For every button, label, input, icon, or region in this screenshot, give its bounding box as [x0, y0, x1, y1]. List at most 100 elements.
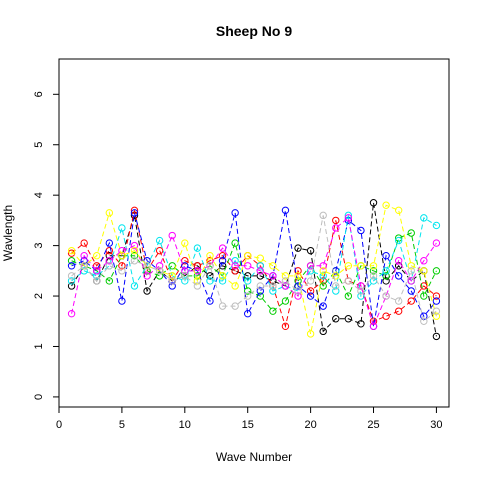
data-point [407, 262, 415, 270]
data-point [281, 282, 290, 290]
data-point [256, 282, 264, 290]
data-point [319, 267, 327, 275]
data-point [382, 251, 390, 260]
data-point [306, 277, 315, 285]
data-point [432, 312, 441, 320]
data-point [80, 262, 88, 270]
data-point [357, 287, 365, 295]
x-tick-label: 20 [304, 419, 316, 431]
data-point [294, 292, 302, 300]
data-point [432, 221, 441, 230]
data-point [130, 241, 139, 250]
data-point [294, 287, 302, 295]
data-point [432, 297, 441, 305]
data-point [407, 267, 415, 275]
data-point [67, 262, 76, 270]
data-point [231, 262, 239, 270]
y-tick-label: 4 [33, 192, 45, 198]
data-point [357, 282, 365, 290]
data-point [143, 257, 151, 265]
data-point [332, 287, 340, 295]
y-axis-label: Wavlength [1, 205, 15, 261]
data-point [143, 262, 151, 270]
chart-title: Sheep No 9 [216, 23, 292, 39]
x-tick-label: 5 [119, 419, 125, 431]
data-point [244, 251, 252, 260]
series-line [71, 204, 437, 334]
data-point [306, 262, 315, 270]
data-point [394, 236, 403, 245]
data-point [118, 251, 126, 260]
data-point [269, 262, 277, 270]
data-point [155, 272, 164, 280]
data-point [332, 272, 340, 280]
data-point [344, 262, 353, 270]
data-point [420, 257, 428, 265]
data-point [155, 236, 164, 245]
x-tick-label: 0 [56, 419, 62, 431]
x-tick-label: 10 [179, 419, 191, 431]
data-point [105, 239, 114, 247]
data-point [332, 224, 340, 232]
data-point [269, 282, 277, 290]
data-point [319, 277, 327, 285]
data-point [80, 251, 88, 260]
data-point [420, 214, 428, 222]
data-point [369, 199, 378, 207]
x-axis: 0 5 10 15 20 25 30 [56, 407, 443, 431]
data-point [118, 246, 126, 255]
data-point [281, 277, 290, 285]
data-point [130, 251, 139, 260]
data-point [67, 277, 76, 285]
series-layer [67, 199, 441, 341]
x-tick-label: 15 [242, 419, 254, 431]
data-point [231, 267, 239, 275]
data-point [294, 244, 302, 252]
data-point [193, 282, 202, 290]
data-point [281, 206, 290, 215]
data-point [369, 272, 378, 280]
data-point [93, 251, 101, 260]
y-tick-label: 3 [33, 243, 45, 249]
data-point [407, 277, 415, 285]
data-point [231, 282, 239, 290]
data-point [357, 292, 365, 300]
data-point [269, 307, 277, 315]
y-tick-label: 6 [33, 91, 45, 97]
data-point [143, 272, 151, 280]
data-point [155, 246, 164, 255]
data-point [231, 239, 239, 247]
data-point [67, 309, 76, 318]
data-point [105, 209, 114, 217]
data-point [155, 262, 164, 270]
data-point [256, 287, 264, 295]
data-point [67, 257, 76, 265]
series-line [71, 210, 437, 327]
data-point [344, 277, 353, 285]
data-point [256, 254, 264, 262]
data-point [206, 262, 214, 270]
data-point [256, 272, 264, 280]
data-point [382, 292, 390, 300]
series-line [71, 215, 437, 323]
data-point [319, 302, 327, 310]
data-point [394, 307, 403, 315]
data-point [344, 211, 353, 220]
data-point [181, 277, 189, 285]
data-point [382, 312, 390, 320]
data-point [193, 272, 202, 280]
data-point [281, 272, 290, 280]
data-point [306, 330, 315, 338]
data-point [67, 249, 76, 257]
data-point [67, 282, 76, 290]
data-point [256, 267, 264, 275]
data-point [168, 231, 176, 240]
data-point [244, 287, 252, 295]
data-point [357, 226, 365, 235]
data-point [306, 267, 315, 275]
data-point [420, 292, 428, 300]
data-point [281, 322, 290, 331]
series-8 [67, 211, 441, 325]
x-axis-label: Wave Number [216, 450, 292, 464]
